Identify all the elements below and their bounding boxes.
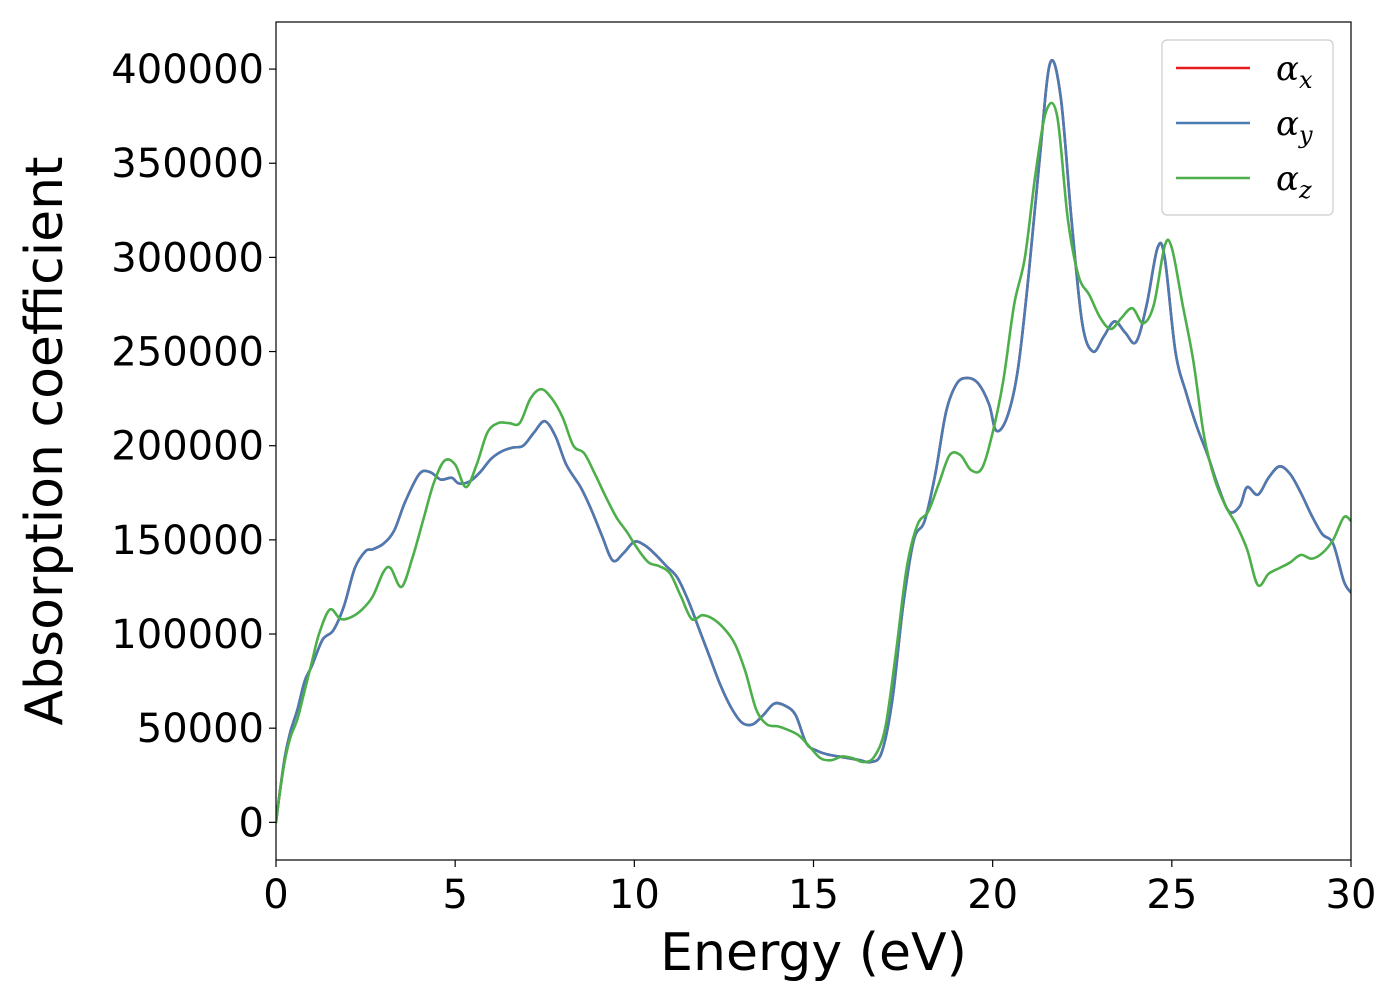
y-axis: 0 50000 100000 150000 200000 250000 300000 3500…: [111, 47, 276, 846]
y-tick-label: 0: [239, 800, 264, 846]
x-tick-label: 5: [442, 872, 467, 918]
y-tick-label: 350000: [111, 141, 264, 187]
x-tick-label: 25: [1146, 872, 1197, 918]
y-tick-label: 100000: [111, 612, 264, 658]
series-layer: [276, 59, 1351, 824]
y-axis-title: Absorption coefficient: [15, 156, 75, 725]
series-line-z: [276, 101, 1351, 824]
x-tick-label: 0: [263, 872, 288, 918]
y-tick-label: 200000: [111, 424, 264, 470]
y-tick-label: 400000: [111, 47, 264, 93]
y-tick-label: 150000: [111, 518, 264, 564]
legend-box: [1161, 39, 1334, 216]
y-tick-label: 300000: [111, 235, 264, 281]
series-line-y: [276, 59, 1351, 824]
x-tick-label: 30: [1326, 872, 1377, 918]
x-tick-label: 20: [967, 872, 1018, 918]
x-axis: 0 5 10 15 20 25 30: [263, 860, 1376, 918]
x-axis-title: Energy (eV): [660, 923, 967, 983]
x-tick-label: 10: [609, 872, 660, 918]
x-tick-label: 15: [788, 872, 839, 918]
legend-label-x: αx: [1276, 49, 1313, 94]
y-tick-label: 250000: [111, 330, 264, 376]
legend-label-z: αz: [1276, 159, 1312, 204]
y-tick-label: 50000: [137, 706, 264, 752]
legend: αx αy αz: [1161, 39, 1334, 216]
legend-label-y: αy: [1276, 104, 1313, 149]
